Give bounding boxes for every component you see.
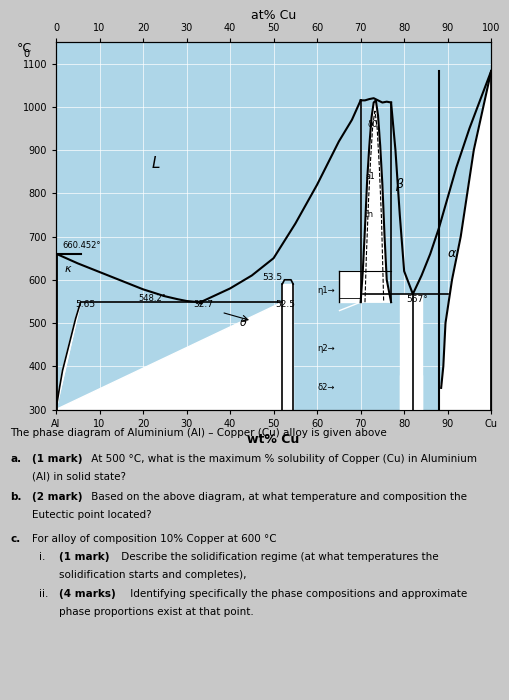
Polygon shape	[441, 71, 491, 410]
Text: 660.452°: 660.452°	[63, 241, 101, 250]
Polygon shape	[282, 284, 293, 410]
Polygon shape	[339, 271, 360, 302]
X-axis label: wt% Cu: wt% Cu	[247, 433, 300, 446]
Text: θ: θ	[240, 318, 246, 328]
Text: ii.: ii.	[40, 589, 49, 598]
Text: (1 mark): (1 mark)	[59, 552, 109, 562]
Text: ε1: ε1	[366, 172, 376, 181]
Polygon shape	[360, 100, 391, 302]
Text: The phase diagram of Aluminium (Al) – Copper (Cu) alloy is given above: The phase diagram of Aluminium (Al) – Co…	[10, 428, 387, 438]
Text: η2→: η2→	[317, 344, 335, 354]
Text: L: L	[152, 155, 160, 171]
Text: °C: °C	[17, 42, 32, 55]
Text: η1→: η1→	[317, 286, 335, 295]
Text: ῑn: ῑn	[366, 211, 374, 219]
Text: 0: 0	[23, 49, 30, 60]
Text: 53.5: 53.5	[263, 273, 283, 282]
Text: (2 mark): (2 mark)	[32, 492, 82, 502]
Text: 32.7: 32.7	[193, 300, 213, 309]
Text: i.: i.	[40, 552, 46, 562]
Text: β: β	[395, 178, 404, 191]
Text: 5.65: 5.65	[75, 300, 96, 309]
Text: Describe the solidification regime (at what temperatures the: Describe the solidification regime (at w…	[118, 552, 438, 562]
Text: For alloy of composition 10% Copper at 600 °C: For alloy of composition 10% Copper at 6…	[32, 534, 277, 544]
Text: 567°: 567°	[406, 295, 428, 304]
Text: At 500 °C, what is the maximum % solubility of Copper (Cu) in Aluminium: At 500 °C, what is the maximum % solubil…	[89, 454, 477, 463]
Text: Eutectic point located?: Eutectic point located?	[32, 510, 152, 520]
Polygon shape	[400, 375, 421, 410]
Text: α: α	[447, 247, 456, 260]
Text: 52.5: 52.5	[276, 300, 296, 309]
Text: a.: a.	[10, 454, 21, 463]
Text: c.: c.	[10, 534, 20, 544]
Text: δ2→: δ2→	[317, 384, 334, 393]
Text: 548.2°: 548.2°	[138, 294, 166, 303]
Polygon shape	[439, 384, 491, 409]
Text: (Al) in solid state?: (Al) in solid state?	[32, 471, 126, 482]
Text: κ: κ	[65, 264, 71, 274]
Polygon shape	[339, 302, 360, 311]
Text: (1 mark): (1 mark)	[32, 454, 82, 463]
Text: (4 marks): (4 marks)	[59, 589, 116, 598]
Text: phase proportions exist at that point.: phase proportions exist at that point.	[59, 606, 254, 617]
Text: Identifying specifically the phase compositions and approximate: Identifying specifically the phase compo…	[127, 589, 468, 598]
Polygon shape	[56, 302, 282, 409]
X-axis label: at% Cu: at% Cu	[251, 9, 296, 22]
Polygon shape	[56, 302, 80, 409]
Text: Based on the above diagram, at what temperature and composition the: Based on the above diagram, at what temp…	[89, 492, 467, 502]
Text: solidification starts and completes),: solidification starts and completes),	[59, 570, 246, 580]
Text: b.: b.	[10, 492, 22, 502]
Polygon shape	[400, 294, 421, 410]
Text: δ0: δ0	[367, 120, 378, 129]
